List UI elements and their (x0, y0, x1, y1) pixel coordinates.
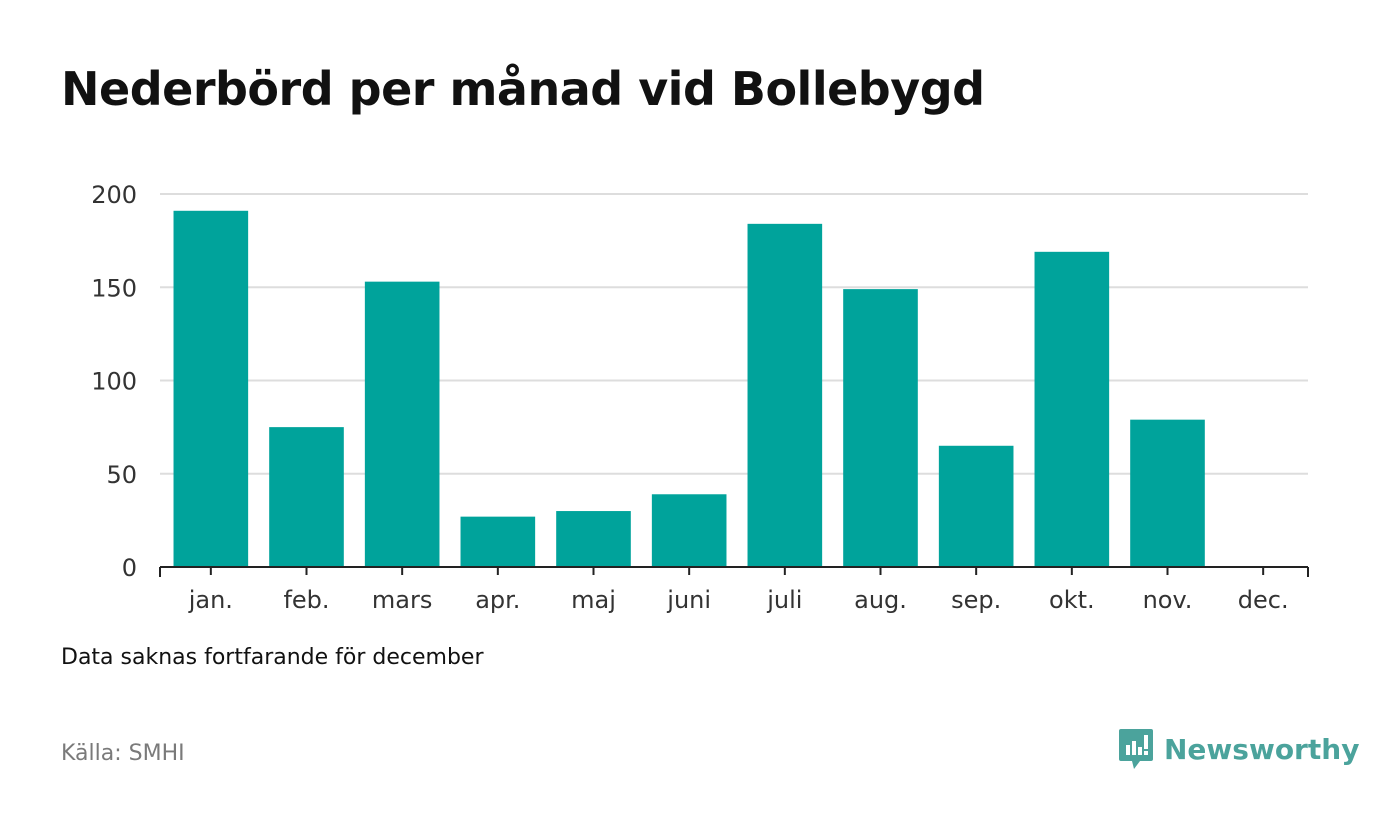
y-tick-label: 150 (91, 274, 137, 302)
bar-4 (460, 516, 536, 567)
bar-11 (1130, 419, 1205, 567)
x-tick-label: aug. (854, 586, 907, 614)
chart-note: Data saknas fortfarande för december (61, 645, 484, 670)
x-tick-label: okt. (1049, 586, 1095, 614)
bar-1 (173, 210, 249, 567)
chart-title: Nederbörd per månad vid Bollebygd (61, 62, 985, 116)
y-tick-label: 100 (91, 368, 137, 396)
x-tick-label: dec. (1238, 586, 1289, 614)
newsworthy-logo[interactable]: Newsworthy (1118, 727, 1359, 771)
x-tick-label: mars (372, 586, 432, 614)
x-tick-label: feb. (283, 586, 329, 614)
y-tick-label: 200 (91, 181, 137, 209)
x-tick-label: juli (766, 586, 802, 614)
x-tick-label: nov. (1143, 586, 1193, 614)
bar-2 (269, 427, 344, 567)
source-label: Källa: SMHI (61, 741, 185, 766)
bar-8 (843, 289, 918, 567)
y-tick-label: 50 (106, 461, 137, 489)
logo-text: Newsworthy (1164, 732, 1360, 766)
x-tick-label: maj (571, 586, 616, 614)
bar-7 (747, 223, 823, 567)
bar-9 (938, 445, 1014, 567)
bar-5 (556, 511, 631, 567)
bar-10 (1034, 251, 1110, 567)
bar-6 (651, 494, 727, 567)
x-tick-label: juni (666, 586, 711, 614)
newsworthy-logo-icon (1119, 729, 1153, 769)
bar-3 (364, 281, 440, 567)
x-tick-label: sep. (951, 586, 1001, 614)
y-tick-label: 0 (122, 554, 137, 582)
x-tick-label: apr. (475, 586, 520, 614)
x-tick-label: jan. (188, 586, 233, 614)
